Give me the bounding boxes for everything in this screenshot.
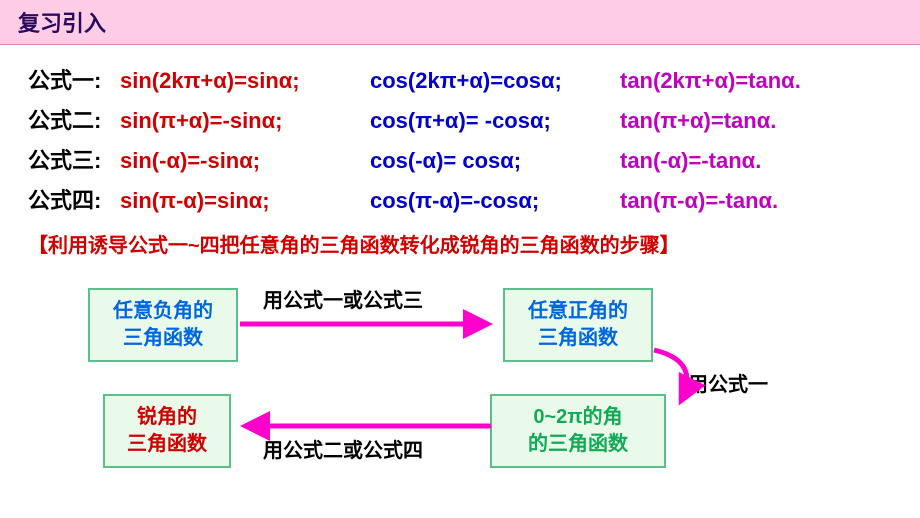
diagram: 任意负角的三角函数 任意正角的三角函数 0~2π的角的三角函数 锐角的三角函数 … — [28, 276, 892, 476]
formula-cos: cos(2kπ+α)=cosα; — [370, 68, 562, 93]
formula-row-3: 公式三: sin(-α)=-sinα; cos(-α)= cosα; tan(-… — [28, 143, 892, 175]
formula-tan: tan(2kπ+α)=tanα. — [620, 68, 801, 94]
formula-row-2: 公式二: sin(π+α)=-sinα; cos(π+α)= -cosα; ta… — [28, 103, 892, 135]
arrow-bottom — [233, 416, 493, 436]
formula-tan: tan(π-α)=-tanα. — [620, 188, 778, 214]
formula-sin: sin(2kπ+α)=sinα; — [120, 68, 300, 93]
box-acute-angle: 锐角的三角函数 — [103, 394, 231, 468]
content: 公式一: sin(2kπ+α)=sinα; cos(2kπ+α)=cosα; t… — [0, 45, 920, 476]
formula-tan: tan(-α)=-tanα. — [620, 148, 761, 174]
note-text: 【利用诱导公式一~四把任意角的三角函数转化成锐角的三角函数的步骤】 — [28, 229, 892, 258]
formula-label: 公式四: — [28, 183, 120, 215]
header-title: 复习引入 — [18, 11, 106, 36]
formula-row-1: 公式一: sin(2kπ+α)=sinα; cos(2kπ+α)=cosα; t… — [28, 63, 892, 95]
arrow-right — [646, 346, 716, 416]
arrow-top — [240, 314, 500, 334]
header: 复习引入 — [0, 0, 920, 45]
box-pos-angle: 任意正角的三角函数 — [503, 288, 653, 362]
formula-label: 公式三: — [28, 143, 120, 175]
formula-sin: sin(π+α)=-sinα; — [120, 108, 282, 133]
formula-cos: cos(π-α)=-cosα; — [370, 188, 539, 213]
formula-sin: sin(-α)=-sinα; — [120, 148, 260, 173]
formula-row-4: 公式四: sin(π-α)=sinα; cos(π-α)=-cosα; tan(… — [28, 183, 892, 215]
box-neg-angle: 任意负角的三角函数 — [88, 288, 238, 362]
arrow-label-bottom: 用公式二或公式四 — [263, 434, 423, 463]
arrow-label-top: 用公式一或公式三 — [263, 284, 423, 313]
box-zero-2pi: 0~2π的角的三角函数 — [490, 394, 666, 468]
formula-label: 公式二: — [28, 103, 120, 135]
formula-label: 公式一: — [28, 63, 120, 95]
formula-cos: cos(-α)= cosα; — [370, 148, 521, 173]
formula-cos: cos(π+α)= -cosα; — [370, 108, 551, 133]
formula-tan: tan(π+α)=tanα. — [620, 108, 776, 134]
formula-sin: sin(π-α)=sinα; — [120, 188, 270, 213]
